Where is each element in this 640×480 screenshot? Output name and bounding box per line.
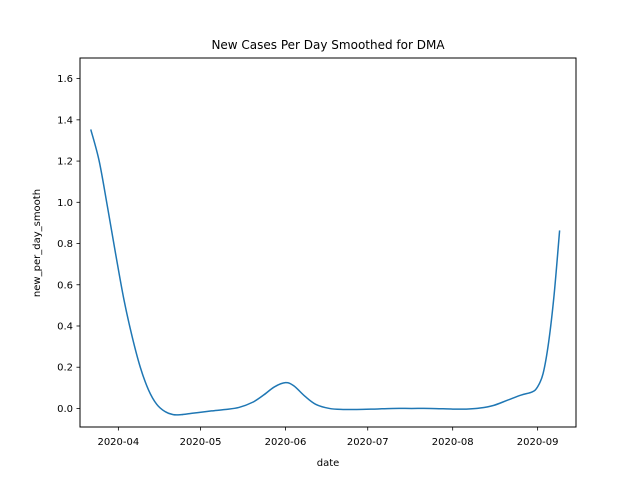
x-axis: 2020-04 2020-05 2020-06 2020-07 2020-08 2020-… — [97, 427, 559, 448]
x-tick-label: 2020-05 — [180, 437, 222, 448]
x-axis-label: date — [317, 458, 340, 469]
series-line — [90, 129, 561, 416]
y-tick-label: 1.4 — [57, 115, 73, 126]
y-tick-label: 1.0 — [57, 198, 73, 209]
plot-area — [90, 129, 561, 416]
y-tick-label: 1.6 — [57, 74, 73, 85]
x-tick-label: 2020-04 — [97, 437, 139, 448]
axes-frame — [79, 57, 577, 428]
y-axis-label: new_per_day_smooth — [32, 189, 43, 297]
chart-title: New Cases Per Day Smoothed for DMA — [211, 38, 445, 52]
y-tick-label: 0.4 — [57, 321, 73, 332]
y-axis: 0.0 0.2 0.4 0.6 0.8 1.0 1.2 1.4 1.6 — [57, 74, 80, 415]
y-tick-label: 0.6 — [57, 280, 73, 291]
x-tick-label: 2020-08 — [432, 437, 474, 448]
y-tick-label: 0.8 — [57, 239, 73, 250]
y-tick-label: 0.0 — [57, 404, 73, 415]
y-tick-label: 1.2 — [57, 157, 73, 168]
y-tick-label: 0.2 — [57, 363, 73, 374]
x-tick-label: 2020-09 — [517, 437, 559, 448]
x-tick-label: 2020-07 — [347, 437, 389, 448]
x-tick-label: 2020-06 — [265, 437, 307, 448]
